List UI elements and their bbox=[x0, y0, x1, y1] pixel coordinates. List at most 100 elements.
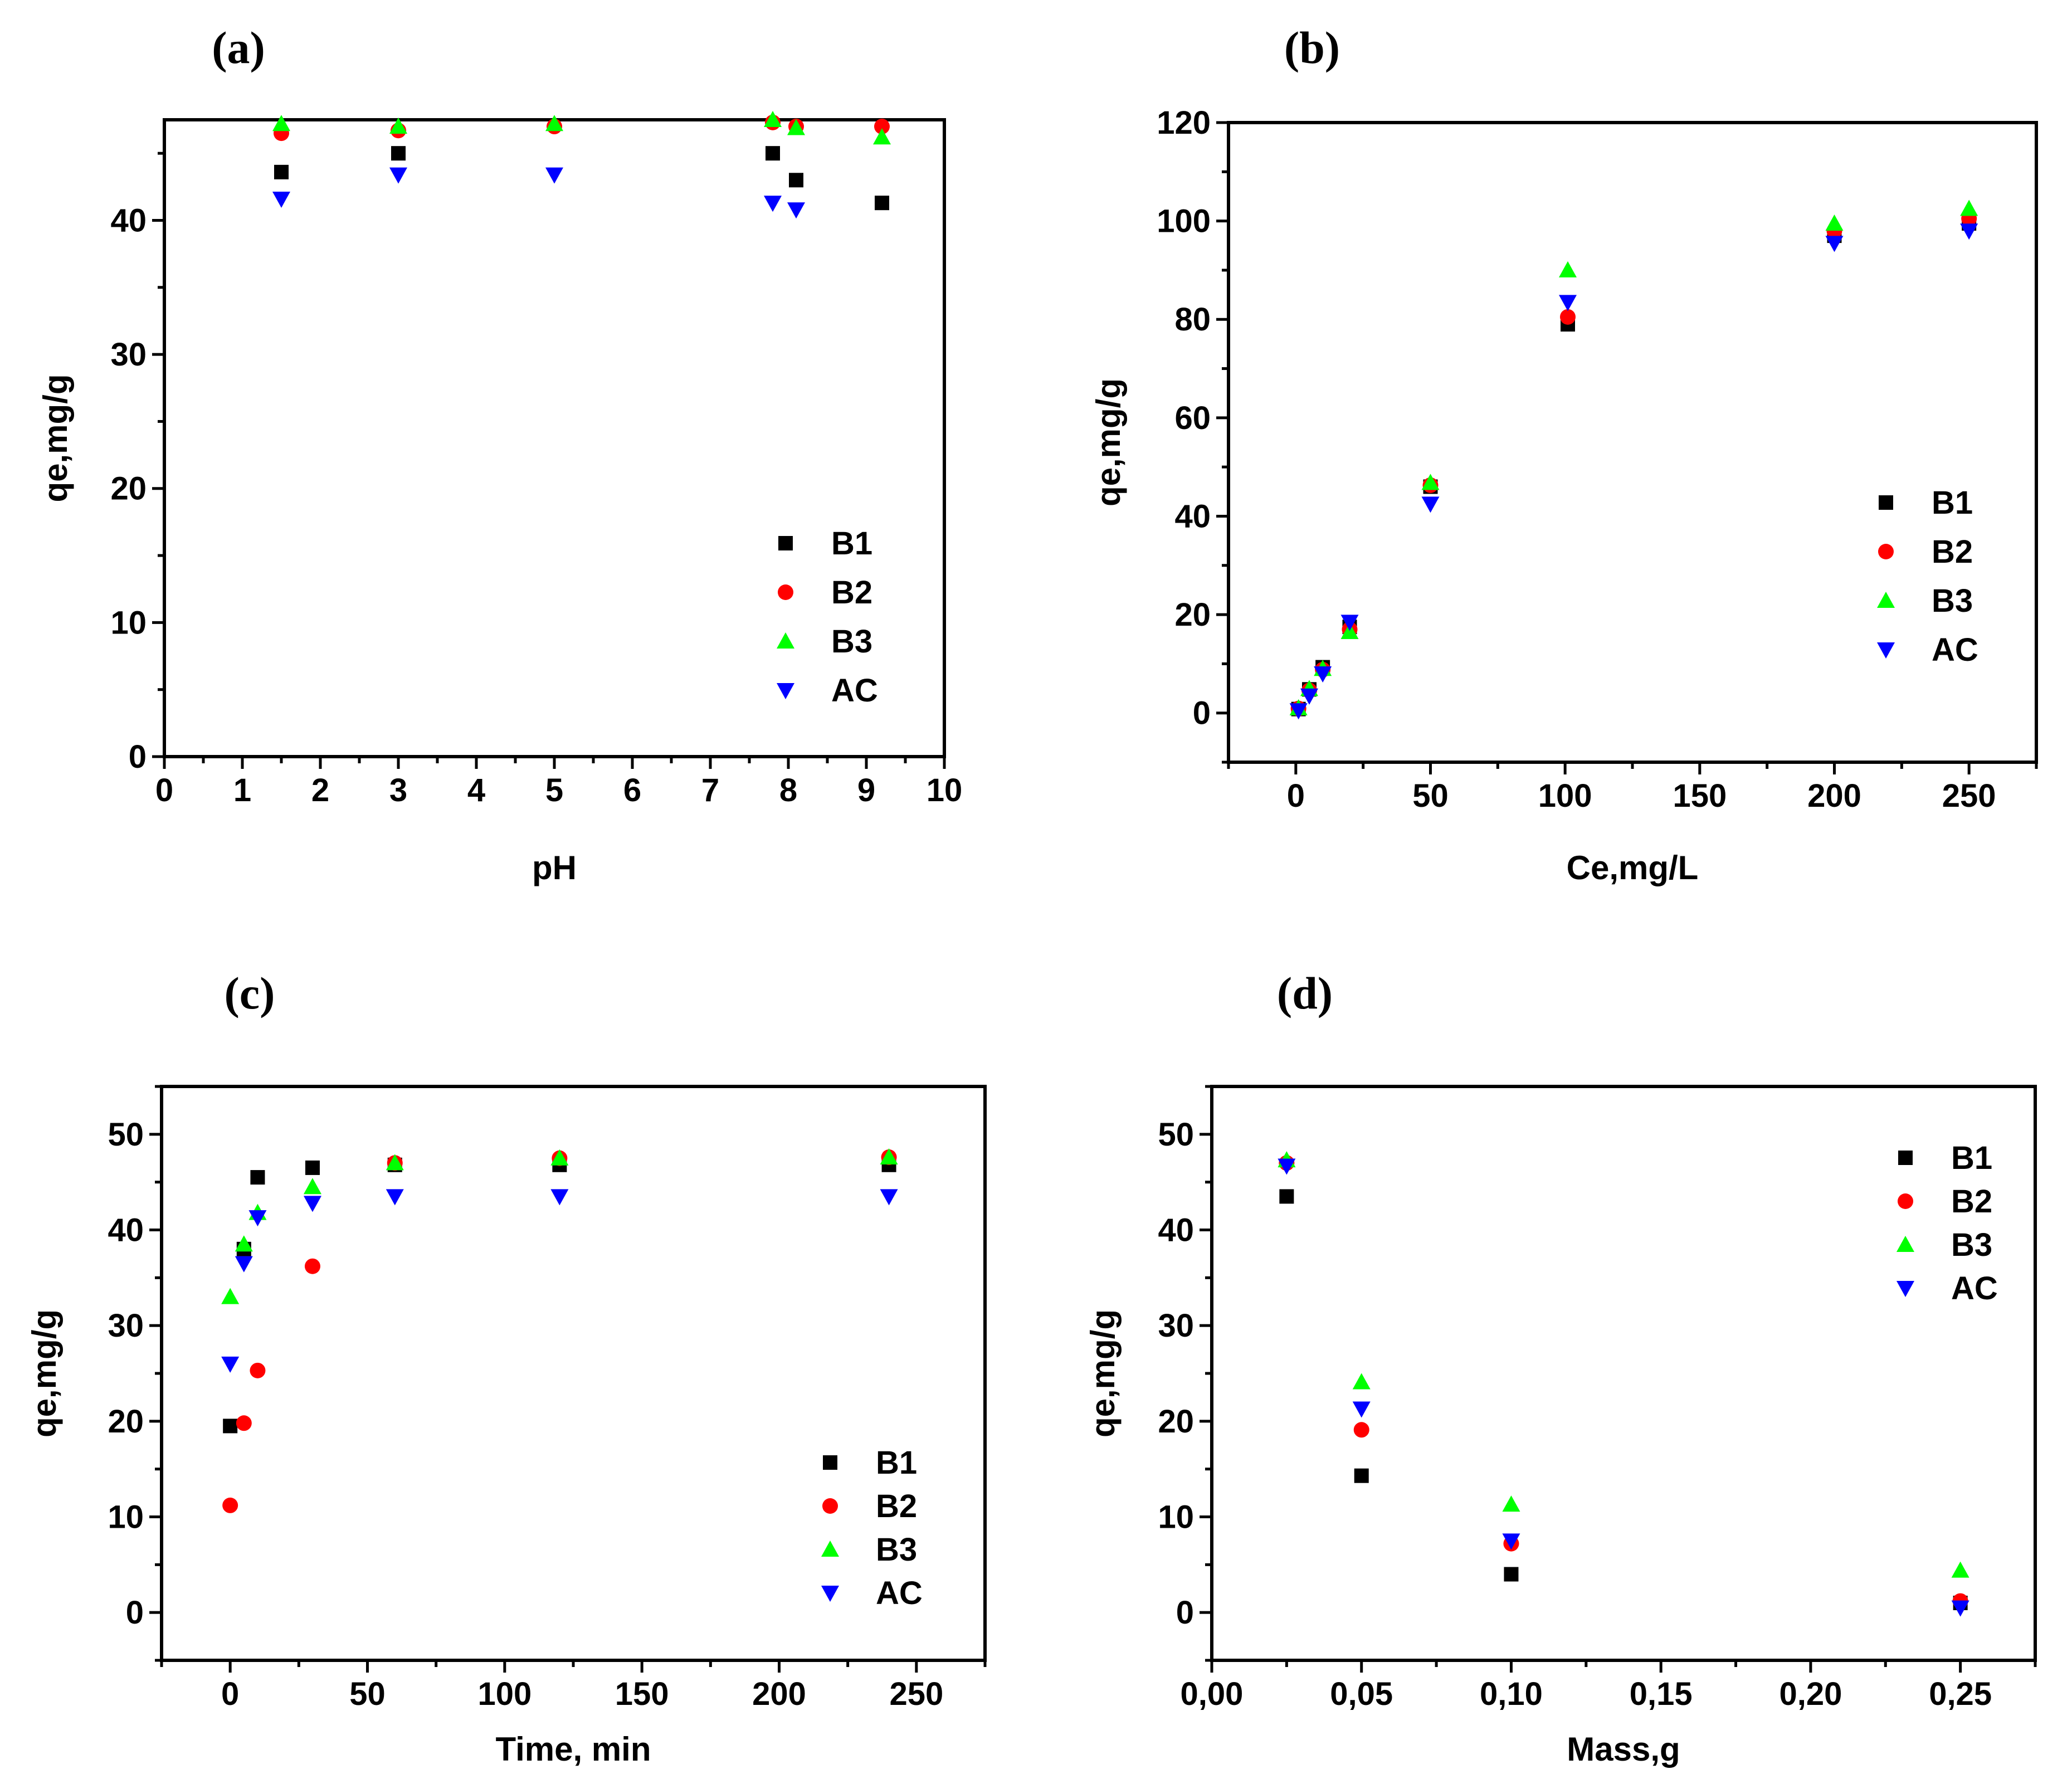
y-axis-label: qe,mg/g bbox=[37, 374, 74, 502]
plot-area bbox=[1228, 123, 2036, 762]
legend-marker-b2 bbox=[778, 584, 793, 600]
data-point-ac bbox=[221, 1356, 240, 1373]
data-point-ac bbox=[235, 1256, 253, 1273]
data-point-b2 bbox=[236, 1415, 252, 1431]
x-tick-label: 0,05 bbox=[1330, 1676, 1393, 1712]
data-point-b3 bbox=[221, 1288, 240, 1304]
data-point-b3 bbox=[1502, 1495, 1520, 1512]
x-tick-label: 7 bbox=[701, 772, 719, 808]
legend: B1 B2 B3 AC bbox=[821, 1445, 923, 1611]
data-point-b3 bbox=[1340, 622, 1359, 639]
series-ac bbox=[1278, 1158, 1969, 1617]
x-tick-label: 150 bbox=[615, 1676, 669, 1712]
legend-label-b3: B3 bbox=[1951, 1227, 1992, 1263]
panel-d: (d) 0,00 0,05 0,10 0,15 0,20 0,25 0 10 20 30 40 50 Ma… bbox=[1084, 968, 2037, 1768]
legend-marker-ac bbox=[821, 1586, 839, 1602]
x-tick-label: 0,20 bbox=[1779, 1676, 1842, 1712]
data-point-ac bbox=[1352, 1401, 1371, 1418]
x-tick-label: 5 bbox=[545, 772, 563, 808]
x-tick-label: 0 bbox=[221, 1676, 239, 1712]
data-point-b3 bbox=[1951, 1561, 1969, 1578]
data-point-ac bbox=[1289, 703, 1308, 720]
data-point-b2 bbox=[250, 1362, 266, 1378]
y-tick-label: 50 bbox=[108, 1117, 144, 1153]
legend-marker-b2 bbox=[822, 1498, 838, 1514]
legend-marker-b3 bbox=[821, 1541, 839, 1557]
x-axis-label: Time, min bbox=[496, 1731, 651, 1768]
data-point-b3 bbox=[303, 1178, 321, 1195]
x-tick-label: 50 bbox=[1412, 778, 1449, 814]
x-axis-label: Ce,mg/L bbox=[1567, 849, 1699, 886]
plot-area bbox=[1212, 1086, 2035, 1660]
legend-label-b3: B3 bbox=[1932, 583, 1973, 619]
series-b3 bbox=[272, 111, 891, 145]
y-tick-label: 80 bbox=[1174, 301, 1211, 338]
data-point-ac bbox=[248, 1210, 267, 1227]
data-point-b3 bbox=[386, 1154, 404, 1171]
legend-marker-b3 bbox=[1877, 592, 1895, 608]
x-tick-label: 0,00 bbox=[1181, 1676, 1244, 1712]
data-point-ac bbox=[386, 1189, 404, 1206]
y-axis-label: qe,mg/g bbox=[1090, 378, 1127, 506]
data-point-ac bbox=[303, 1196, 321, 1212]
legend-label-ac: AC bbox=[1932, 632, 1978, 668]
y-tick-label: 20 bbox=[1174, 597, 1211, 633]
data-point-b3 bbox=[1960, 199, 1978, 216]
legend-marker-ac bbox=[777, 683, 794, 699]
x-tick-label: 200 bbox=[1807, 778, 1861, 814]
panel-label: (c) bbox=[224, 968, 275, 1018]
data-point-ac bbox=[1314, 666, 1332, 683]
y-tick-label: 40 bbox=[108, 1212, 144, 1249]
x-tick-label: 150 bbox=[1673, 778, 1727, 814]
legend-label-b2: B2 bbox=[876, 1488, 917, 1524]
x-tick-label: 0,15 bbox=[1630, 1676, 1693, 1712]
series-b1 bbox=[274, 146, 889, 211]
data-point-b1 bbox=[1354, 1468, 1369, 1483]
legend: B1 B2 B3 AC bbox=[1897, 1140, 1998, 1307]
legend-label-b2: B2 bbox=[1932, 534, 1973, 570]
y-tick-label: 30 bbox=[1158, 1308, 1194, 1344]
data-point-b3 bbox=[1421, 474, 1440, 490]
data-point-ac bbox=[1502, 1533, 1520, 1550]
y-tick-label: 0 bbox=[129, 739, 147, 775]
data-point-b3 bbox=[873, 128, 891, 145]
data-point-b1 bbox=[766, 146, 780, 161]
data-point-ac bbox=[1278, 1158, 1296, 1175]
x-tick-label: 8 bbox=[779, 772, 797, 808]
data-point-b3 bbox=[1559, 261, 1577, 277]
legend-label-b3: B3 bbox=[876, 1532, 917, 1568]
legend-label-b1: B1 bbox=[1932, 485, 1973, 521]
panel-c: (c) 0 50 100 150 200 250 0 10 20 30 40 50 Time, min qe… bbox=[26, 968, 987, 1768]
plot-area bbox=[164, 120, 944, 757]
legend-label-b1: B1 bbox=[1951, 1140, 1992, 1176]
data-point-b2 bbox=[874, 119, 890, 135]
legend-marker-b1 bbox=[1879, 495, 1893, 510]
legend-label-ac: AC bbox=[1951, 1270, 1998, 1307]
plot-area bbox=[162, 1086, 985, 1660]
data-point-b3 bbox=[880, 1148, 898, 1165]
x-tick-label: 100 bbox=[477, 1676, 532, 1712]
panel-label: (a) bbox=[212, 22, 265, 73]
data-point-b3 bbox=[389, 118, 407, 134]
data-point-b3 bbox=[1352, 1373, 1371, 1390]
data-point-ac bbox=[1559, 295, 1577, 311]
y-tick-label: 30 bbox=[108, 1308, 144, 1344]
y-tick-label: 0 bbox=[126, 1595, 144, 1631]
x-tick-label: 0 bbox=[155, 772, 173, 808]
x-tick-label: 3 bbox=[389, 772, 407, 808]
data-point-ac bbox=[1960, 223, 1978, 240]
panel-b: (b) 0 50 100 150 200 250 0 20 40 60 80 100 120 Ce,mg/L… bbox=[1090, 22, 2038, 886]
y-tick-label: 20 bbox=[108, 1403, 144, 1440]
data-point-b1 bbox=[875, 196, 889, 211]
legend: B1 B2 B3 AC bbox=[1877, 485, 1978, 668]
series-ac bbox=[272, 167, 805, 219]
y-tick-label: 120 bbox=[1157, 105, 1211, 141]
data-point-b1 bbox=[274, 164, 289, 179]
panel-label: (d) bbox=[1277, 968, 1333, 1018]
legend-marker-ac bbox=[1897, 1281, 1914, 1297]
data-point-ac bbox=[1300, 688, 1318, 705]
x-tick-label: 0,25 bbox=[1929, 1676, 1992, 1712]
data-point-ac bbox=[1421, 496, 1440, 513]
legend-label-b3: B3 bbox=[831, 623, 872, 660]
